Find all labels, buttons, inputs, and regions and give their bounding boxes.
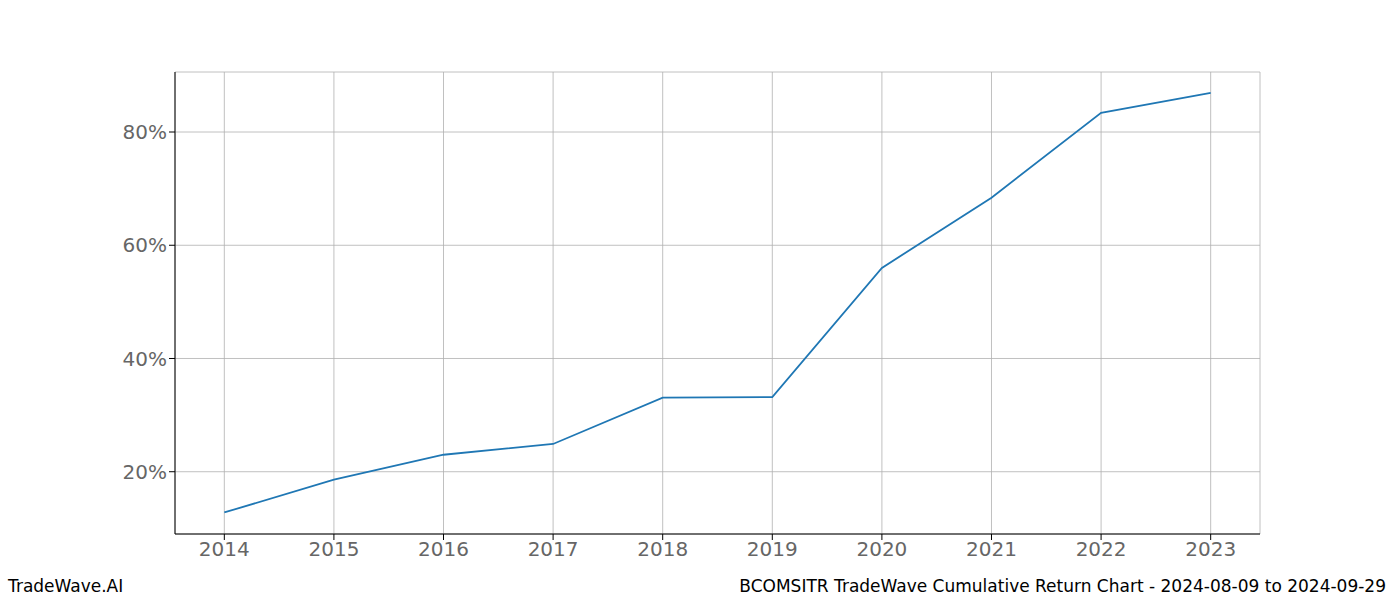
svg-text:60%: 60% [123, 233, 167, 257]
svg-text:2023: 2023 [1185, 537, 1236, 561]
svg-text:2021: 2021 [966, 537, 1017, 561]
svg-text:2014: 2014 [199, 537, 250, 561]
svg-text:2022: 2022 [1076, 537, 1127, 561]
svg-text:40%: 40% [123, 347, 167, 371]
svg-text:2018: 2018 [637, 537, 688, 561]
svg-text:2017: 2017 [528, 537, 579, 561]
html-text:TradeWave.AI: TradeWave.AI [8, 576, 124, 596]
svg-text:2020: 2020 [856, 537, 907, 561]
html-text:BCOMSITR TradeWave Cumulative: BCOMSITR TradeWave Cumulative Return Cha… [739, 576, 1386, 596]
svg-text:2016: 2016 [418, 537, 469, 561]
svg-text:80%: 80% [123, 120, 167, 144]
svg-text:2019: 2019 [747, 537, 798, 561]
svg-text:2015: 2015 [308, 537, 359, 561]
svg-text:20%: 20% [123, 460, 167, 484]
